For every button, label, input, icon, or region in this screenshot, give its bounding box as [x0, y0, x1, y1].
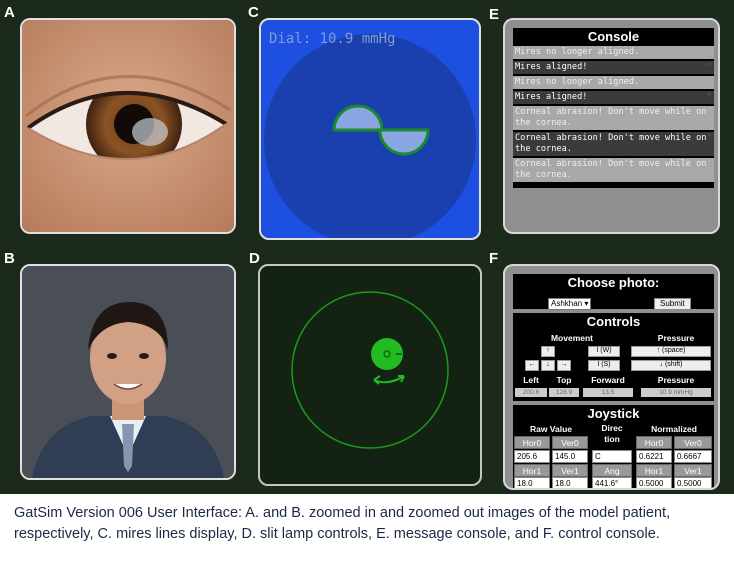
console-message: Mires aligned!:: [513, 91, 714, 104]
eye-closeup-image [20, 18, 236, 234]
angle-field[interactable]: 441.6° [592, 477, 632, 488]
slit-lamp-view[interactable] [258, 264, 482, 486]
panel-label-f: F [489, 250, 499, 267]
panel-label-d: D [249, 250, 260, 267]
dial-readout: Dial: 10.9 mmHg [269, 31, 396, 47]
panel-label-a: A [4, 4, 15, 21]
direction-field[interactable]: C [592, 450, 632, 463]
hor1-label: Hor1 [514, 464, 550, 477]
ver1-label: Ver1 [552, 464, 588, 477]
forward-w-button[interactable]: I (W) [588, 346, 620, 357]
back-s-button[interactable]: I (S) [588, 360, 620, 371]
raw-hor1-field[interactable]: 18.0 [514, 477, 550, 488]
timestamp: :: [707, 62, 711, 66]
readout-forward-value: 13.5 [583, 388, 633, 397]
figure-stage: A C E B D F [0, 0, 734, 494]
norm-hor0-label: Hor0 [636, 436, 672, 449]
angle-label: Ang [592, 464, 632, 477]
panel-label-c: C [248, 4, 259, 21]
readout-header-left: Left [523, 375, 539, 385]
cornea-view-circle [264, 34, 476, 238]
control-console: Choose photo: Ashkhan ▾ Submit Controls … [503, 264, 720, 490]
console-message: Corneal abrasion! Don't move while on th… [513, 106, 714, 130]
norm-ver0-label: Ver0 [674, 436, 712, 449]
portrait-illustration [22, 266, 234, 478]
console-message: Mires no longer aligned.:: [513, 46, 714, 59]
raw-ver0-field[interactable]: 145.0 [552, 450, 588, 463]
move-down-button[interactable]: ↓ [541, 360, 555, 371]
range-circle [291, 291, 449, 449]
console-log[interactable]: Mires no longer aligned.:: Mires aligned… [513, 46, 714, 188]
figure-caption: GatSim Version 006 User Interface: A. an… [14, 505, 671, 542]
movement-header: Movement [550, 333, 594, 343]
raw-value-header: Raw Value [529, 424, 573, 434]
mires-field [264, 34, 476, 238]
timestamp: :: [707, 133, 711, 137]
choose-photo-section: Choose photo: Ashkhan ▾ Submit [513, 274, 714, 310]
message-console: Console Mires no longer aligned.:: Mires… [503, 18, 720, 234]
norm-hor0-field[interactable]: 0.6221 [636, 450, 672, 463]
move-up-button[interactable]: ↑ [541, 346, 555, 357]
slit-lamp-field [291, 291, 449, 449]
message-text: Mires no longer aligned. [515, 77, 640, 87]
move-right-button[interactable]: → [557, 360, 571, 371]
submit-button[interactable]: Submit [654, 298, 691, 310]
pressure-down-button[interactable]: ↓ (shift) [631, 360, 711, 371]
norm-hor1-label: Hor1 [636, 464, 672, 477]
choose-photo-title: Choose photo: [567, 275, 660, 290]
patient-portrait-image [20, 264, 236, 480]
joystick-knob [371, 338, 403, 370]
controls-title: Controls [586, 314, 641, 329]
timestamp: :: [707, 107, 711, 111]
norm-hor1-field[interactable]: 0.5000 [636, 477, 672, 488]
timestamp: :: [707, 77, 711, 81]
mires-display: Dial: 10.9 mmHg [259, 18, 481, 240]
knob-center-mark [383, 350, 391, 358]
hor0-label: Hor0 [514, 436, 550, 449]
lower-mire-semicircle [378, 128, 430, 156]
console-message: Mires aligned!:: [513, 61, 714, 74]
readout-pressure-value: 10.9 mmHg [641, 388, 711, 397]
panel-label-e: E [489, 6, 500, 23]
console-message: Mires no longer aligned.:: [513, 76, 714, 89]
console-message: Corneal abrasion! Don't move while on th… [513, 132, 714, 156]
move-left-button[interactable]: ← [525, 360, 539, 371]
pressure-up-button[interactable]: ↑ (space) [631, 346, 711, 357]
readout-header-forward: Forward [591, 375, 625, 385]
message-text: Corneal abrasion! Don't move while on th… [515, 133, 707, 154]
timestamp: :: [707, 47, 711, 51]
controls-section: Controls Movement Pressure ↑ I (W) ↑ (sp… [513, 313, 714, 401]
raw-hor0-field[interactable]: 205.6 [514, 450, 550, 463]
joystick-section: Joystick Raw Value Direc tion Normalized… [513, 405, 714, 488]
message-text: Corneal abrasion! Don't move while on th… [515, 159, 707, 180]
console-title: Console [513, 28, 714, 46]
readout-header-pressure: Pressure [657, 375, 695, 385]
pressure-header: Pressure [657, 333, 695, 343]
raw-ver1-field[interactable]: 18.0 [552, 477, 588, 488]
panel-label-b: B [4, 250, 15, 267]
console-message: Corneal abrasion! Don't move while on th… [513, 158, 714, 182]
normalized-header: Normalized [651, 424, 697, 434]
norm-ver0-field[interactable]: 0.6667 [674, 450, 712, 463]
photo-select[interactable]: Ashkhan ▾ [548, 298, 592, 310]
upper-mire-semicircle [332, 104, 384, 132]
readout-header-top: Top [556, 375, 572, 385]
readout-top-value: 128.9 [549, 388, 579, 397]
readout-left-value: 200.6 [515, 388, 547, 397]
message-text: Corneal abrasion! Don't move while on th… [515, 107, 707, 128]
message-text: Mires aligned! [515, 62, 588, 72]
message-text: Mires no longer aligned. [515, 47, 640, 57]
direction-header: Direc tion [601, 423, 623, 444]
ver0-label: Ver0 [552, 436, 588, 449]
chevron-down-icon: ▾ [584, 299, 589, 308]
photo-select-value: Ashkhan [551, 299, 583, 308]
timestamp: :: [707, 159, 711, 163]
message-text: Mires aligned! [515, 92, 588, 102]
norm-ver1-field[interactable]: 0.5000 [674, 477, 712, 488]
joystick-title: Joystick [587, 406, 640, 421]
norm-ver1-label: Ver1 [674, 464, 712, 477]
timestamp: :: [707, 92, 711, 96]
eye-illustration [22, 20, 234, 232]
